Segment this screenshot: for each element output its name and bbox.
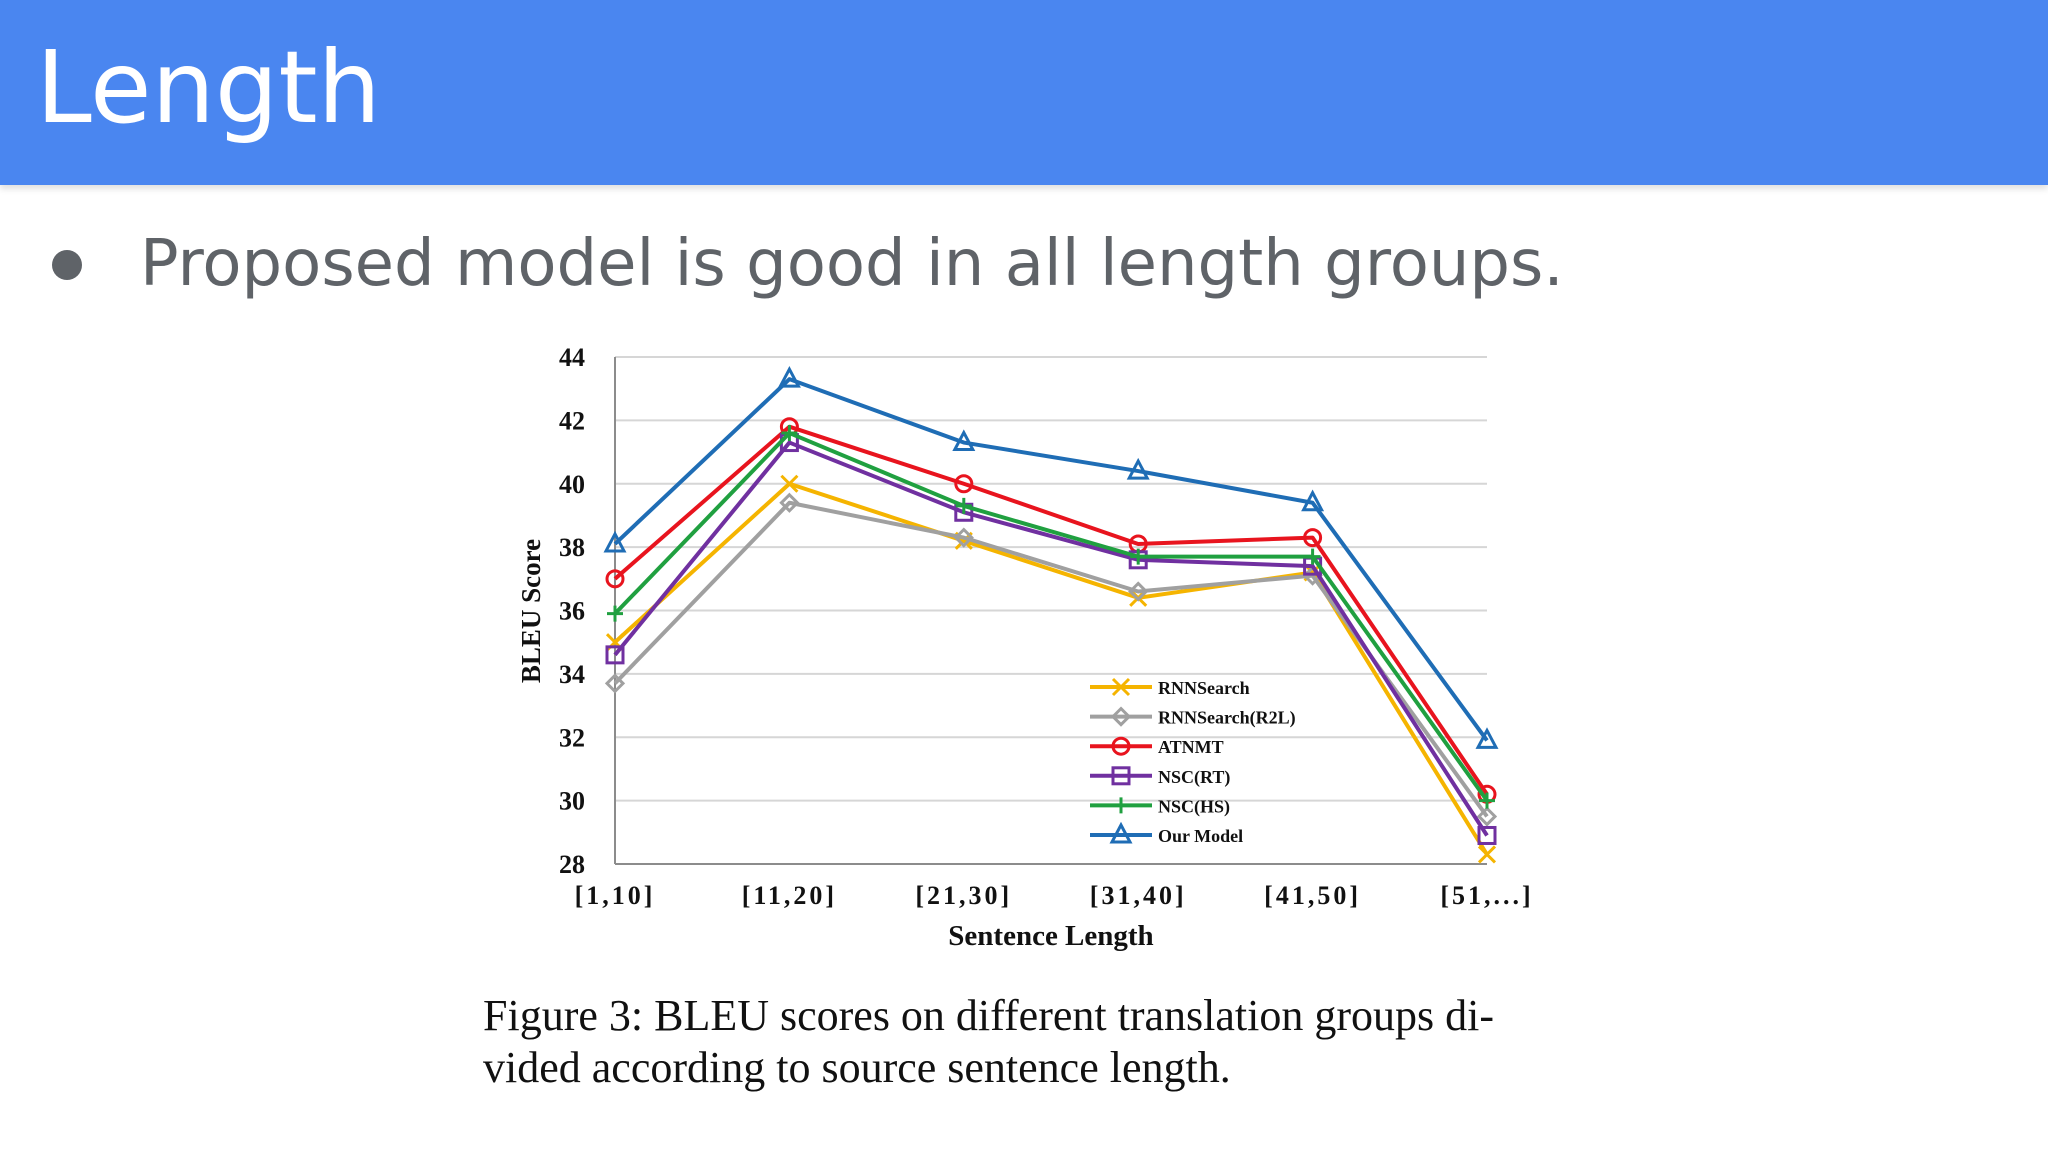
legend-label: ATNMT (1158, 737, 1224, 757)
data-point (1477, 845, 1497, 864)
x-tick-label: [11,20] (742, 881, 837, 910)
data-point (952, 429, 976, 452)
caption-line-2: vided according to source sentence lengt… (483, 1043, 1231, 1092)
data-point (1304, 548, 1321, 565)
x-tick-label: [1,10] (575, 881, 656, 910)
legend-marker (1110, 706, 1132, 727)
figure-caption: Figure 3: BLEU scores on different trans… (483, 990, 1583, 1094)
slide-title-bar: Length (0, 0, 2048, 185)
series-line-4 (613, 431, 1489, 802)
y-tick-label: 28 (559, 850, 585, 879)
series-line-0 (613, 481, 1489, 856)
data-point (1128, 581, 1149, 602)
legend-marker (1109, 821, 1133, 844)
legend-label: NSC(RT) (1158, 767, 1230, 788)
series-line-5 (613, 377, 1489, 742)
legend-marker (1111, 677, 1131, 697)
data-point (603, 530, 627, 553)
data-point (1476, 806, 1498, 827)
legend-marker (1111, 736, 1131, 756)
data-point (604, 673, 626, 694)
y-tick-label: 32 (559, 723, 585, 752)
data-point (605, 645, 625, 665)
y-tick-label: 38 (559, 533, 585, 562)
legend-label: Our Model (1158, 826, 1243, 846)
x-tick-label: [21,30] (915, 881, 1012, 910)
series-line-2 (613, 424, 1489, 796)
legend-marker (1111, 766, 1131, 786)
data-point (779, 492, 800, 513)
x-tick-label: [31,40] (1090, 881, 1187, 910)
legend-marker (1113, 797, 1129, 814)
data-point (777, 365, 801, 388)
data-point (1303, 528, 1323, 548)
legend-label: RNNSearch(R2L) (1158, 708, 1296, 729)
y-tick-label: 36 (559, 597, 585, 626)
data-point (780, 474, 799, 493)
data-point (605, 569, 625, 589)
bullet-dot (52, 250, 82, 280)
slide-title: Length (36, 29, 381, 146)
data-point (1126, 457, 1150, 480)
legend-label: RNNSearch (1158, 678, 1250, 698)
series-line-3 (613, 440, 1489, 837)
data-point (953, 527, 974, 548)
data-point (1477, 825, 1497, 845)
y-axis-title: BLEU Score (516, 539, 546, 683)
legend-label: NSC(HS) (1158, 796, 1230, 817)
data-point (1479, 792, 1495, 809)
x-axis-title: Sentence Length (948, 920, 1153, 952)
data-point (955, 497, 972, 514)
series-line-1 (613, 500, 1489, 818)
data-point (781, 425, 798, 442)
data-point (1475, 727, 1499, 749)
data-point (1301, 489, 1325, 512)
caption-line-1: Figure 3: BLEU scores on different trans… (483, 991, 1494, 1040)
bullet-text: Proposed model is good in all length gro… (140, 227, 1564, 301)
y-tick-label: 44 (559, 343, 585, 372)
data-point (607, 605, 623, 622)
y-tick-label: 30 (559, 787, 585, 816)
y-tick-label: 34 (559, 660, 585, 689)
x-tick-label: [51,...] (1440, 881, 1533, 910)
data-point (1130, 548, 1147, 565)
x-tick-label: [41,50] (1264, 881, 1361, 910)
data-point (954, 474, 974, 494)
y-tick-label: 40 (559, 470, 585, 499)
y-tick-label: 42 (559, 406, 585, 435)
